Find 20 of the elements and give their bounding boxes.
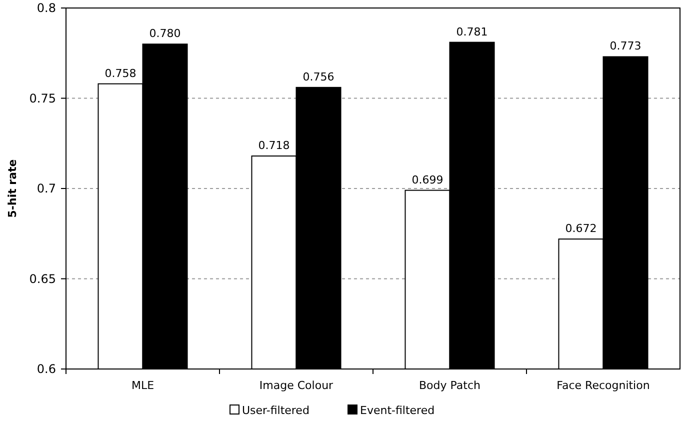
data-label: 0.699 — [412, 173, 444, 186]
y-axis-title: 5-hit rate — [6, 159, 19, 218]
legend-label: Event-filtered — [360, 404, 435, 417]
y-tick-label: 0.8 — [36, 1, 56, 16]
x-tick-label: Image Colour — [259, 379, 334, 392]
data-label: 0.780 — [149, 27, 181, 40]
x-tick-label: MLE — [131, 379, 154, 392]
y-tick-label: 0.65 — [29, 272, 56, 286]
y-tick-label: 0.6 — [36, 362, 56, 376]
data-label: 0.756 — [302, 70, 334, 84]
data-label: 0.672 — [565, 222, 597, 236]
data-label: 0.718 — [258, 139, 290, 152]
legend-label: User-filtered — [242, 404, 310, 417]
x-tick-label: Face Recognition — [556, 379, 650, 392]
y-tick-label: 0.75 — [29, 91, 56, 106]
data-label: 0.781 — [456, 25, 488, 38]
data-label: 0.773 — [610, 40, 642, 53]
y-tick-label: 0.7 — [36, 182, 56, 196]
data-label: 0.758 — [104, 66, 136, 80]
x-tick-label: Body Patch — [419, 379, 481, 392]
